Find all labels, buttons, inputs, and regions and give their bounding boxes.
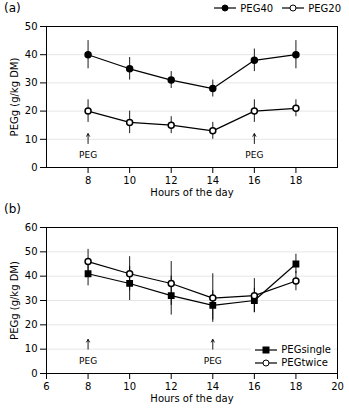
svg-text:PEG: PEG <box>245 150 263 160</box>
svg-text:20: 20 <box>25 319 38 330</box>
html-text:PEG20: PEG20 <box>308 2 341 14</box>
svg-text:50: 50 <box>25 21 38 32</box>
svg-text:20: 20 <box>25 105 38 116</box>
svg-text:16: 16 <box>248 381 261 392</box>
svg-text:30: 30 <box>25 77 38 88</box>
svg-text:PEG: PEG <box>79 356 97 366</box>
svg-text:10: 10 <box>25 343 38 354</box>
svg-text:16: 16 <box>248 175 261 186</box>
svg-text:18: 18 <box>290 175 303 186</box>
svg-text:30: 30 <box>25 295 38 306</box>
svg-text:PEGg (g/kg DM): PEGg (g/kg DM) <box>9 58 20 137</box>
svg-text:40: 40 <box>25 49 38 60</box>
svg-text:12: 12 <box>165 381 178 392</box>
svg-text:10: 10 <box>25 134 38 145</box>
svg-text:0: 0 <box>31 368 37 379</box>
html-text:(b): (b) <box>4 202 21 216</box>
svg-text:8: 8 <box>85 381 91 392</box>
svg-text:14: 14 <box>206 175 219 186</box>
svg-text:50: 50 <box>25 246 38 257</box>
svg-text:0: 0 <box>31 162 37 173</box>
html-text:PEG40: PEG40 <box>240 2 274 14</box>
html-text:PEGsingle: PEGsingle <box>281 344 331 355</box>
svg-text:12: 12 <box>165 175 178 186</box>
svg-text:PEGg (g/kg DM): PEGg (g/kg DM) <box>9 261 20 340</box>
svg-text:PEG: PEG <box>204 356 222 366</box>
svg-text:Hours of the day: Hours of the day <box>150 393 233 404</box>
svg-text:60: 60 <box>25 222 38 233</box>
svg-text:6: 6 <box>43 381 49 392</box>
svg-text:18: 18 <box>290 381 303 392</box>
svg-text:40: 40 <box>25 270 38 281</box>
svg-text:10: 10 <box>123 175 136 186</box>
svg-text:20: 20 <box>331 381 344 392</box>
svg-text:8: 8 <box>85 175 91 186</box>
html-text:(a): (a) <box>4 1 21 15</box>
svg-text:Hours of the day: Hours of the day <box>150 187 233 198</box>
svg-text:10: 10 <box>123 381 136 392</box>
svg-text:14: 14 <box>206 381 219 392</box>
svg-text:PEG: PEG <box>79 150 97 160</box>
html-text:PEGtwice: PEGtwice <box>281 357 328 368</box>
